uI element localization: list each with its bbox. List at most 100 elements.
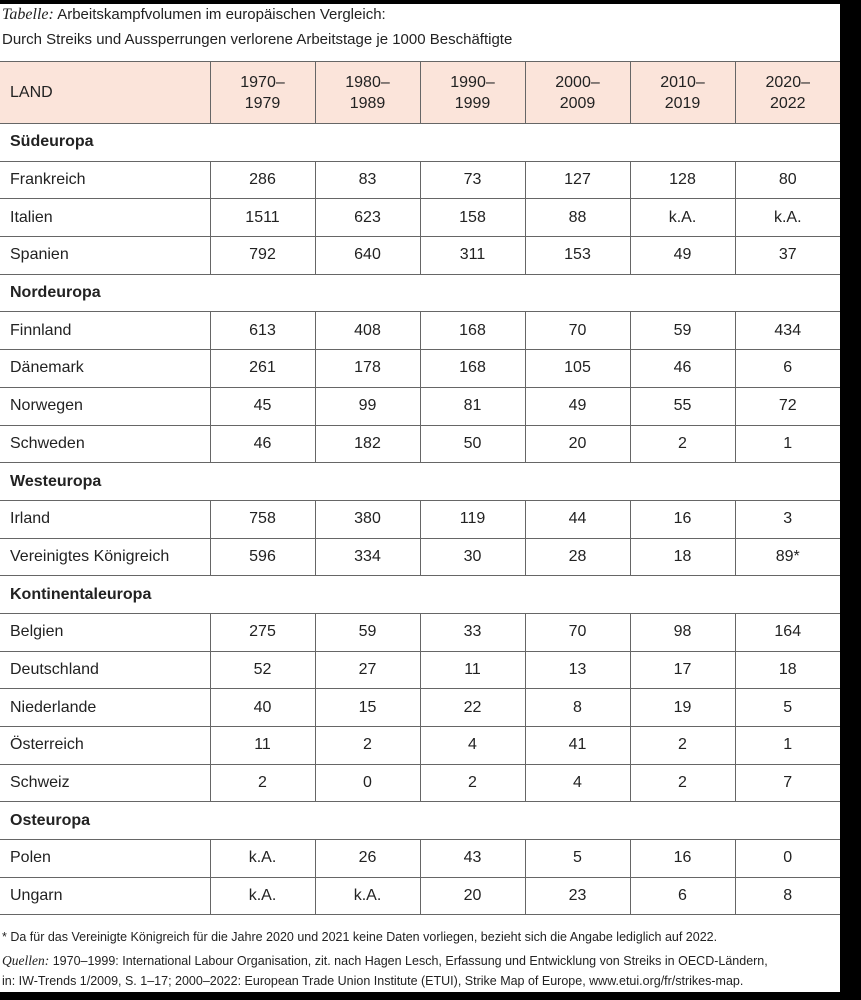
table-row: Belgien 275 59 33 70 98 164 [0, 612, 840, 652]
column-header-period: 2010– 2019 [629, 61, 736, 124]
table-row: Finnland 613 408 168 70 59 434 [0, 311, 840, 351]
value-cell: 33 [419, 612, 526, 652]
table-row: Polen k.A. 26 43 5 16 0 [0, 839, 840, 878]
table-row: Deutschland 52 27 11 13 17 18 [0, 650, 840, 690]
table-row: Irland 758 380 119 44 16 3 [0, 499, 840, 539]
country-cell: Polen [0, 839, 211, 878]
value-cell: 158 [419, 198, 526, 238]
value-cell: 18 [629, 537, 736, 577]
value-cell: 70 [524, 311, 631, 351]
country-cell: Österreich [0, 726, 211, 765]
value-cell: 37 [734, 236, 840, 275]
column-header-period: 2020– 2022 [734, 61, 840, 124]
country-cell: Ungarn [0, 876, 211, 916]
value-cell: 168 [419, 311, 526, 351]
table-row: Italien 1511 623 158 88 k.A. k.A. [0, 198, 840, 238]
value-cell: 6 [629, 876, 736, 916]
value-cell: 88 [524, 198, 631, 238]
value-cell: 2 [419, 763, 526, 803]
value-cell: k.A. [314, 876, 421, 916]
country-cell: Belgien [0, 612, 211, 652]
value-cell: 41 [524, 726, 631, 765]
table-row: Frankreich 286 83 73 127 128 80 [0, 160, 840, 200]
value-cell: 380 [314, 499, 421, 539]
value-cell: 613 [209, 311, 316, 351]
value-cell: 15 [314, 688, 421, 727]
table-row: Ungarn k.A. k.A. 20 23 6 8 [0, 876, 840, 916]
sources-text1: 1970–1999: International Labour Organisa… [52, 954, 768, 968]
country-cell: Schweiz [0, 763, 211, 803]
value-cell: 5 [524, 839, 631, 878]
section-heading: Westeuropa [0, 462, 840, 501]
table-row: Dänemark 261 178 168 105 46 6 [0, 349, 840, 388]
value-cell: 43 [419, 839, 526, 878]
value-cell: 168 [419, 349, 526, 388]
value-cell: 40 [209, 688, 316, 727]
value-cell: 89* [734, 537, 840, 577]
value-cell: 164 [734, 612, 840, 652]
title-label: Tabelle: [2, 6, 54, 23]
value-cell: k.A. [209, 876, 316, 916]
column-header-land: LAND [0, 61, 211, 124]
value-cell: 3 [734, 499, 840, 539]
value-cell: 1511 [209, 198, 316, 238]
value-cell: 49 [524, 386, 631, 426]
document-page: Tabelle: Arbeitskampfvolumen im europäis… [0, 4, 840, 992]
country-cell: Schweden [0, 424, 211, 464]
table-row: Vereinigtes Königreich 596 334 30 28 18 89* [0, 537, 840, 577]
table-row: Niederlande 40 15 22 8 19 5 [0, 688, 840, 727]
value-cell: 105 [524, 349, 631, 388]
value-cell: 408 [314, 311, 421, 351]
section-row: Kontinentaleuropa [0, 575, 840, 614]
value-cell: 52 [209, 650, 316, 690]
value-cell: 26 [314, 839, 421, 878]
country-cell: Niederlande [0, 688, 211, 727]
value-cell: 20 [524, 424, 631, 464]
value-cell: 6 [734, 349, 840, 388]
sources-line2: in: IW-Trends 1/2009, S. 1–17; 2000–2022… [2, 974, 744, 988]
value-cell: 18 [734, 650, 840, 690]
country-cell: Norwegen [0, 386, 211, 426]
value-cell: k.A. [209, 839, 316, 878]
value-cell: 8 [734, 876, 840, 916]
country-cell: Finnland [0, 311, 211, 351]
section-heading: Südeuropa [0, 123, 840, 162]
value-cell: 80 [734, 160, 840, 200]
value-cell: 434 [734, 311, 840, 351]
value-cell: 44 [524, 499, 631, 539]
value-cell: 19 [629, 688, 736, 727]
value-cell: 1 [734, 726, 840, 765]
value-cell: 73 [419, 160, 526, 200]
value-cell: 28 [524, 537, 631, 577]
value-cell: 286 [209, 160, 316, 200]
value-cell: 59 [314, 612, 421, 652]
value-cell: 16 [629, 499, 736, 539]
value-cell: 7 [734, 763, 840, 803]
data-table: LAND 1970– 1979 1980– 1989 1990– 1999 2000– … [0, 61, 840, 916]
value-cell: 46 [209, 424, 316, 464]
value-cell: 119 [419, 499, 526, 539]
country-cell: Frankreich [0, 160, 211, 200]
table-subtitle: Durch Streiks und Aussperrungen verloren… [2, 31, 513, 48]
value-cell: 30 [419, 537, 526, 577]
value-cell: 261 [209, 349, 316, 388]
section-row: Osteuropa [0, 801, 840, 841]
value-cell: 4 [419, 726, 526, 765]
value-cell: 334 [314, 537, 421, 577]
table-row: Schweiz 2 0 2 4 2 7 [0, 763, 840, 803]
value-cell: k.A. [734, 198, 840, 238]
table-row: Österreich 11 2 4 41 2 1 [0, 726, 840, 765]
table-row: Schweden 46 182 50 20 2 1 [0, 424, 840, 464]
value-cell: 99 [314, 386, 421, 426]
value-cell: k.A. [629, 198, 736, 238]
value-cell: 83 [314, 160, 421, 200]
section-heading: Kontinentaleuropa [0, 575, 840, 614]
country-cell: Deutschland [0, 650, 211, 690]
value-cell: 128 [629, 160, 736, 200]
section-heading: Osteuropa [0, 801, 840, 841]
value-cell: 98 [629, 612, 736, 652]
value-cell: 596 [209, 537, 316, 577]
country-cell: Irland [0, 499, 211, 539]
section-row: Westeuropa [0, 462, 840, 501]
value-cell: 623 [314, 198, 421, 238]
